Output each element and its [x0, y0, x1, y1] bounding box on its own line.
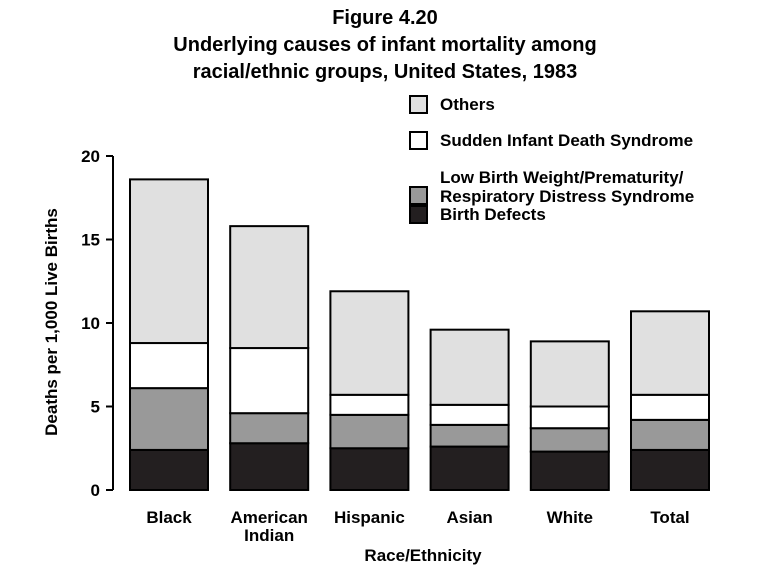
legend-swatch	[409, 95, 428, 114]
bars	[129, 178, 710, 492]
legend-label: Low Birth Weight/Prematurity/	[440, 168, 684, 187]
bar-asian-low-birth-weight-prematurity-r	[429, 423, 510, 448]
bar-white-sudden-infant-death-syndrome	[529, 405, 610, 430]
bar-total-others	[630, 310, 710, 396]
bar-asian-sudden-infant-death-syndrome	[429, 403, 510, 426]
x-tick-label: Indian	[244, 526, 294, 545]
legend-swatch	[409, 205, 428, 224]
bar-black-low-birth-weight-prematurity-r	[129, 387, 209, 451]
chart-subtitle-line-2: racial/ethnic groups, United States, 198…	[193, 61, 578, 83]
bar-black-others	[129, 178, 209, 345]
legend: Others Sudden Infant Death Syndrome Low Bi…	[409, 95, 694, 224]
y-tick-label: 20	[81, 147, 100, 166]
axes: 0 5 10 15 20	[81, 147, 114, 500]
bar-white-birth-defects	[529, 450, 610, 491]
legend-swatch	[409, 186, 428, 205]
chart-subtitle-line-1: Underlying causes of infant mortality am…	[173, 34, 596, 56]
y-tick-label: 0	[91, 481, 100, 500]
bar-total-sudden-infant-death-syndrome	[630, 393, 710, 421]
bar-hispanic-sudden-infant-death-syndrome	[329, 393, 410, 416]
y-tick-label: 5	[91, 398, 100, 417]
y-axis-label: Deaths per 1,000 Live Births	[42, 208, 61, 436]
bar-black-birth-defects	[129, 448, 209, 492]
legend-label: Respiratory Distress Syndrome	[440, 187, 694, 206]
legend-label: Birth Defects	[440, 205, 546, 224]
y-tick-label: 15	[81, 231, 100, 250]
legend-label: Sudden Infant Death Syndrome	[440, 131, 693, 150]
bar-american-indian-others	[229, 225, 310, 350]
bar-black-sudden-infant-death-syndrome	[129, 342, 209, 390]
bar-total-birth-defects	[630, 448, 710, 492]
x-tick-label: White	[547, 508, 593, 527]
legend-label: Others	[440, 95, 495, 114]
x-tick-label: Black	[146, 508, 192, 527]
bar-white-low-birth-weight-prematurity-r	[529, 427, 610, 453]
legend-swatch	[409, 131, 428, 150]
y-tick-label: 10	[81, 314, 100, 333]
bar-hispanic-low-birth-weight-prematurity-r	[329, 413, 410, 450]
x-tick-label: Asian	[446, 508, 492, 527]
bar-american-indian-sudden-infant-death-syndrome	[229, 347, 310, 415]
bar-american-indian-low-birth-weight-prematurity-r	[229, 412, 310, 445]
bar-hispanic-birth-defects	[329, 447, 410, 491]
bar-asian-birth-defects	[429, 445, 510, 491]
x-tick-label: Total	[650, 508, 689, 527]
bar-asian-others	[429, 328, 510, 406]
bar-american-indian-birth-defects	[229, 442, 310, 491]
bar-hispanic-others	[329, 290, 410, 396]
bar-total-low-birth-weight-prematurity-r	[630, 418, 710, 451]
x-tick-label: Hispanic	[334, 508, 405, 527]
x-axis-label: Race/Ethnicity	[364, 546, 482, 565]
chart-title: Figure 4.20	[332, 7, 438, 29]
bar-white-others	[529, 340, 610, 408]
x-tick-label: American	[230, 508, 307, 527]
